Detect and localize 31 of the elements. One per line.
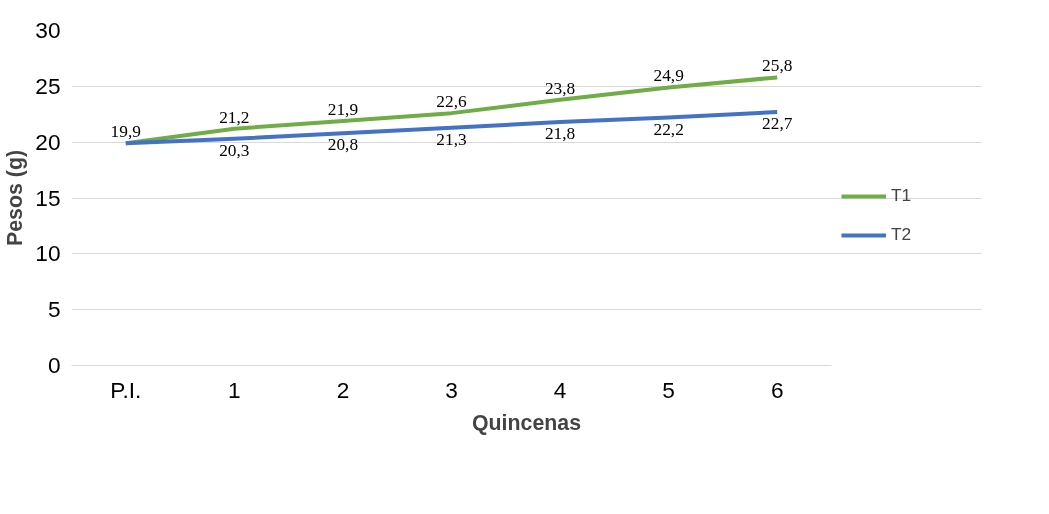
data-label: 21,2 xyxy=(219,107,250,127)
data-label: 22,7 xyxy=(762,114,793,134)
x-tick-label: 3 xyxy=(445,376,458,403)
y-tick-label: 5 xyxy=(47,296,61,323)
x-axis-title: Quincenas xyxy=(471,410,582,435)
y-tick-label: 30 xyxy=(35,17,61,43)
y-axis-title: Pesos (g) xyxy=(3,150,28,246)
data-label: 20,3 xyxy=(219,140,250,160)
data-label: 25,8 xyxy=(762,56,793,76)
data-label: 22,6 xyxy=(436,92,467,112)
legend-label: T2 xyxy=(891,224,912,245)
data-label: 19,9 xyxy=(110,122,141,142)
y-tick-label: 10 xyxy=(35,240,61,267)
y-tick-label: 0 xyxy=(47,352,61,378)
data-label: 21,3 xyxy=(436,129,467,149)
data-label: 24,9 xyxy=(653,66,684,86)
y-tick-label: 15 xyxy=(35,184,61,211)
data-label: 21,8 xyxy=(544,124,576,144)
x-tick-label: P.I. xyxy=(110,376,142,403)
x-tick-label: 5 xyxy=(662,376,675,403)
y-tick-label: 20 xyxy=(35,128,61,155)
x-tick-label: 6 xyxy=(770,376,784,403)
x-tick-label: 4 xyxy=(553,376,567,403)
data-label: 22,2 xyxy=(653,119,684,139)
data-label: 21,9 xyxy=(327,99,359,119)
data-label: 20,8 xyxy=(327,135,359,155)
data-label: 23,8 xyxy=(544,78,576,98)
legend-label: T1 xyxy=(891,185,912,206)
x-tick-label: 1 xyxy=(228,376,241,403)
x-tick-label: 2 xyxy=(336,376,350,403)
y-tick-label: 25 xyxy=(35,72,61,99)
